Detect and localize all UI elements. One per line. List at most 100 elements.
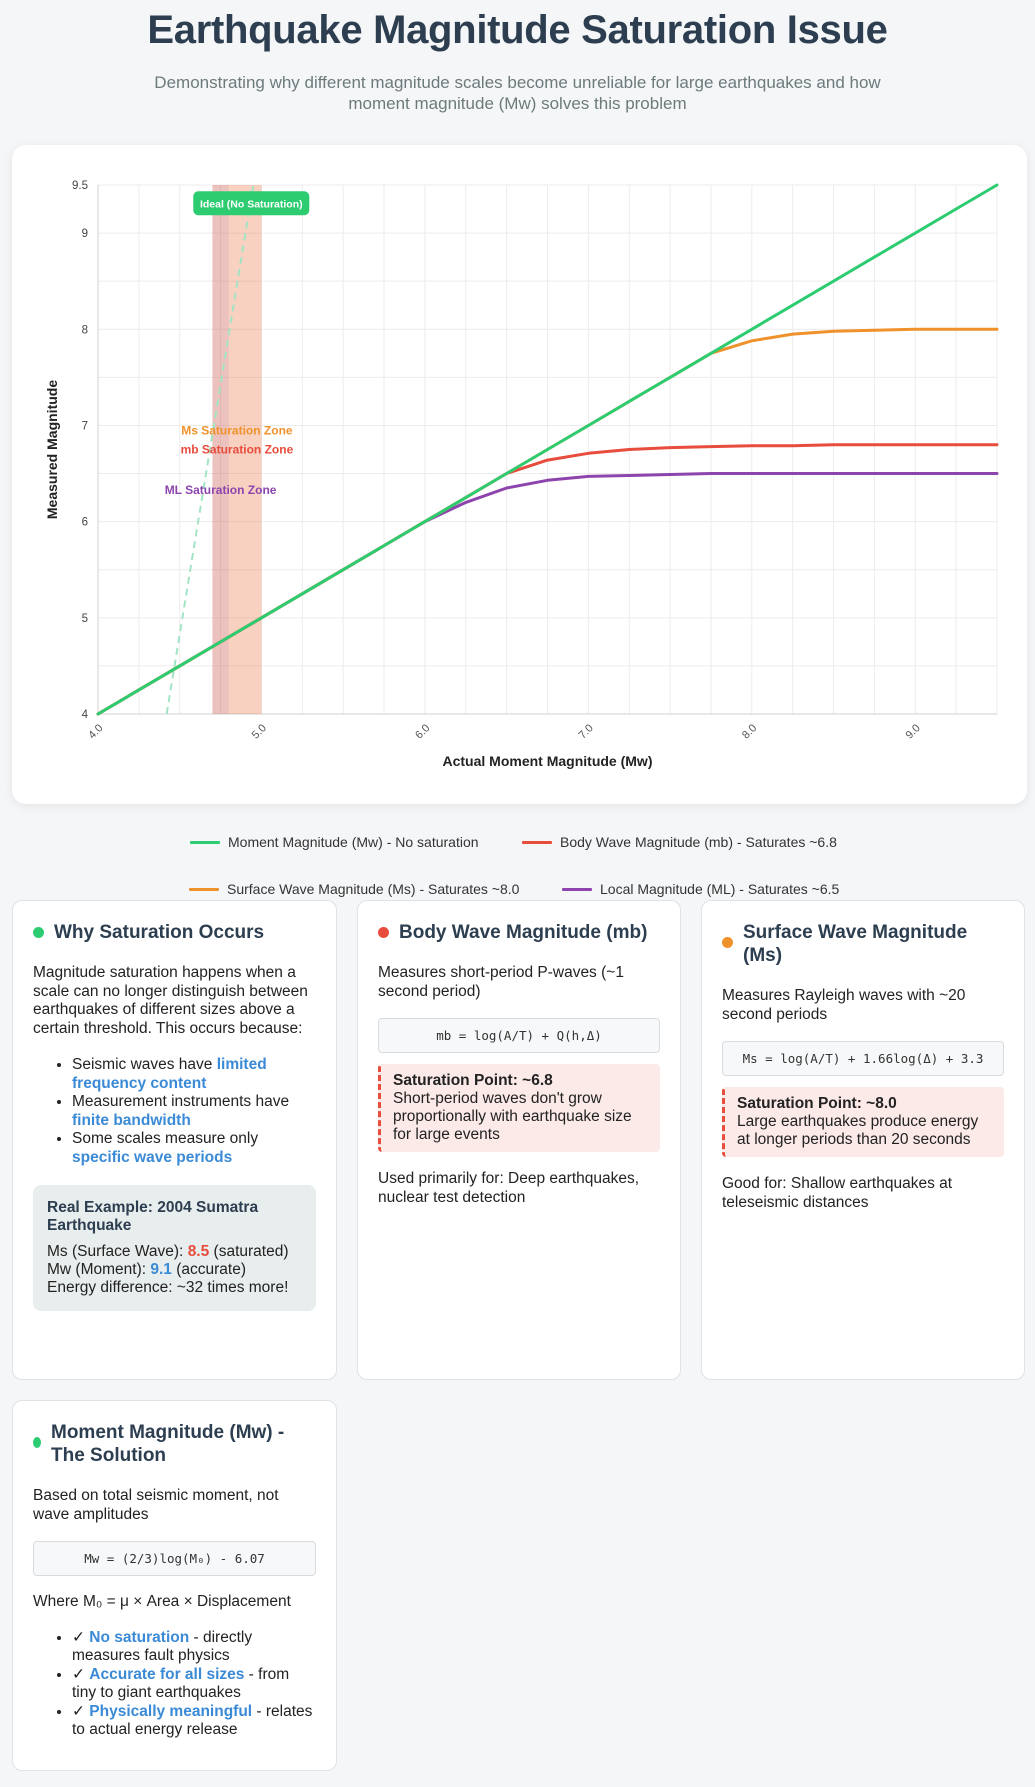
legend-label-ms: Surface Wave Magnitude (Ms) - Saturates … (227, 881, 520, 897)
legend-item-mw[interactable]: Moment Magnitude (Mw) - No saturation (190, 834, 479, 850)
page-subtitle: Demonstrating why different magnitude sc… (154, 73, 881, 113)
list-item-highlight: limited frequency content (72, 1056, 267, 1092)
ideal-line (165, 184, 255, 715)
magnitude-chart: 4.0 5.0 6.0 7.0 8.0 9.0 4 5 6 7 8 9 9.5 Actual Moment… (44, 180, 999, 769)
legend-item-mb[interactable]: Body Wave Magnitude (mb) - Saturates ~6.… (522, 834, 837, 850)
card-mw-title-text: Moment Magnitude (Mw) - The Solution (51, 1422, 285, 1466)
list-item-highlight: Physically meaningful (89, 1702, 253, 1720)
list-item-text: Measurement instruments have (72, 1093, 290, 1110)
card-mb-sat-text: Short-period waves don't grow proportion… (393, 1090, 632, 1143)
y-axis-title: Measured Magnitude (44, 380, 60, 519)
orange-dot-icon (722, 937, 733, 948)
list-item-highlight: Accurate for all sizes (89, 1665, 245, 1683)
green-dot-icon (33, 1437, 41, 1448)
card-mb-sat-title: Saturation Point: ~6.8 (393, 1072, 553, 1089)
card-ms-desc: Measures Rayleigh waves with ~20 second … (722, 987, 966, 1023)
card-mw-desc: Based on total seismic moment, not wave … (33, 1487, 279, 1523)
card-why-title-text: Why Saturation Occurs (54, 922, 265, 943)
card-mw-formula: Mw = (2/3)log(M₀) - 6.07 (33, 1541, 316, 1576)
card-ms-usage: Good for: Shallow earthquakes at telesei… (722, 1175, 953, 1211)
list-item: Measurement instruments have finite band… (72, 1093, 316, 1130)
legend-swatch-ms (189, 887, 219, 891)
list-item: ✓ Accurate for all sizes - from tiny to … (72, 1666, 316, 1703)
card-mw-title: Moment Magnitude (Mw) - The Solution (33, 1421, 316, 1467)
example-title: Real Example: 2004 Sumatra Earthquake (47, 1199, 259, 1234)
card-mb-title: Body Wave Magnitude (mb) (378, 921, 660, 944)
card-why-list: Seismic waves have limited frequency con… (72, 1056, 316, 1167)
card-mb-usage: Used primarily for: Deep earthquakes, nu… (378, 1170, 640, 1206)
x-tick-label: 7.0 (577, 722, 596, 741)
example-mw-label: Mw (Moment): (47, 1261, 151, 1278)
card-ms-sat-title: Saturation Point: ~8.0 (737, 1095, 897, 1112)
list-item-highlight: finite bandwidth (72, 1111, 191, 1129)
card-ms-title-text: Surface Wave Magnitude (Ms) (743, 922, 968, 966)
example-ms-label: Ms (Surface Wave): (47, 1243, 188, 1260)
card-why-title: Why Saturation Occurs (33, 921, 316, 944)
green-dot-icon (33, 927, 44, 938)
card-mb-saturation-box: Saturation Point: ~6.8 Short-period wave… (378, 1064, 660, 1152)
y-tick-label: 6 (82, 517, 88, 529)
saturation-zone-band (212, 185, 262, 714)
list-item-text: Some scales measure only (72, 1130, 259, 1147)
example-mw-line: Mw (Moment): 9.1 (accurate) (47, 1261, 302, 1279)
legend-item-ml[interactable]: Local Magnitude (ML) - Saturates ~6.5 (562, 881, 839, 897)
x-tick-label: 8.0 (740, 722, 759, 741)
legend-label-mb: Body Wave Magnitude (mb) - Saturates ~6.… (560, 834, 837, 850)
x-tick-label: 9.0 (904, 722, 923, 741)
x-tick-label: 6.0 (413, 722, 432, 741)
card-mw-where: Where M₀ = μ × Area × Displacement (33, 1593, 291, 1610)
saturation-zone-band (212, 185, 262, 714)
list-item: ✓ No saturation - directly measures faul… (72, 1629, 316, 1666)
zone-label: mb Saturation Zone (181, 443, 294, 457)
card-why-intro: Magnitude saturation happens when a scal… (33, 964, 308, 1037)
list-item: Seismic waves have limited frequency con… (72, 1056, 316, 1093)
x-axis-title: Actual Moment Magnitude (Mw) (443, 753, 653, 769)
x-tick-label: 4.0 (86, 722, 105, 741)
legend-swatch-ml (562, 887, 592, 891)
card-ms-saturation-box: Saturation Point: ~8.0 Large earthquakes… (722, 1087, 1004, 1157)
ideal-label-badge (193, 191, 310, 216)
list-item: ✓ Physically meaningful - relates to act… (72, 1703, 316, 1740)
y-tick-label: 4 (82, 709, 89, 721)
legend-swatch-mb (522, 840, 552, 844)
check-icon: ✓ (72, 1628, 90, 1646)
zone-label: ML Saturation Zone (165, 483, 277, 497)
example-energy: Energy difference: ~32 times more! (47, 1279, 289, 1296)
list-item-text: - from tiny to giant earthquakes (72, 1665, 290, 1702)
card-mb-desc: Measures short-period P-waves (~1 second… (378, 964, 624, 1000)
card-mb-formula: mb = log(A/T) + Q(h,Δ) (378, 1018, 660, 1053)
list-item-highlight: specific wave periods (72, 1148, 233, 1166)
x-tick-label: 5.0 (250, 722, 269, 741)
y-tick-label: 9 (82, 228, 88, 240)
list-item-text: Seismic waves have (72, 1056, 217, 1073)
example-ms-note: (saturated) (209, 1243, 289, 1260)
example-mw-note: (accurate) (171, 1261, 246, 1278)
series-line-0 (96, 183, 999, 716)
legend-swatch-mw (190, 840, 220, 844)
legend-item-ms[interactable]: Surface Wave Magnitude (Ms) - Saturates … (189, 881, 519, 897)
y-tick-label: 9.5 (72, 180, 88, 192)
card-why-saturation: Why Saturation Occurs Magnitude saturati… (12, 900, 337, 1380)
card-body-wave: Body Wave Magnitude (mb) Measures short-… (357, 900, 681, 1380)
red-dot-icon (378, 927, 389, 938)
example-ms-line: Ms (Surface Wave): 8.5 (saturated) (47, 1243, 302, 1261)
list-item: Some scales measure only specific wave p… (72, 1130, 316, 1167)
y-tick-label: 7 (82, 420, 88, 432)
card-surface-wave: Surface Wave Magnitude (Ms) Measures Ray… (701, 900, 1025, 1380)
ideal-label: Ideal (No Saturation) (200, 198, 303, 210)
y-tick-label: 8 (82, 324, 88, 336)
saturation-zone-band (212, 185, 229, 714)
card-moment-magnitude: Moment Magnitude (Mw) - The Solution Bas… (12, 1400, 337, 1771)
zone-label: Ms Saturation Zone (181, 423, 293, 437)
card-ms-formula: Ms = log(A/T) + 1.66log(Δ) + 3.3 (722, 1041, 1004, 1076)
legend-label-ml: Local Magnitude (ML) - Saturates ~6.5 (600, 881, 840, 897)
y-tick-label: 5 (82, 613, 88, 625)
example-ms-value: 8.5 (187, 1243, 210, 1260)
page-title: Earthquake Magnitude Saturation Issue (147, 8, 888, 52)
card-mw-list: ✓ No saturation - directly measures faul… (72, 1629, 316, 1740)
card-mb-title-text: Body Wave Magnitude (mb) (399, 922, 648, 943)
card-ms-title: Surface Wave Magnitude (Ms) (722, 921, 1004, 967)
list-item-highlight: No saturation (89, 1628, 190, 1646)
check-icon: ✓ (72, 1702, 90, 1720)
example-box: Real Example: 2004 Sumatra Earthquake Ms… (33, 1185, 316, 1311)
